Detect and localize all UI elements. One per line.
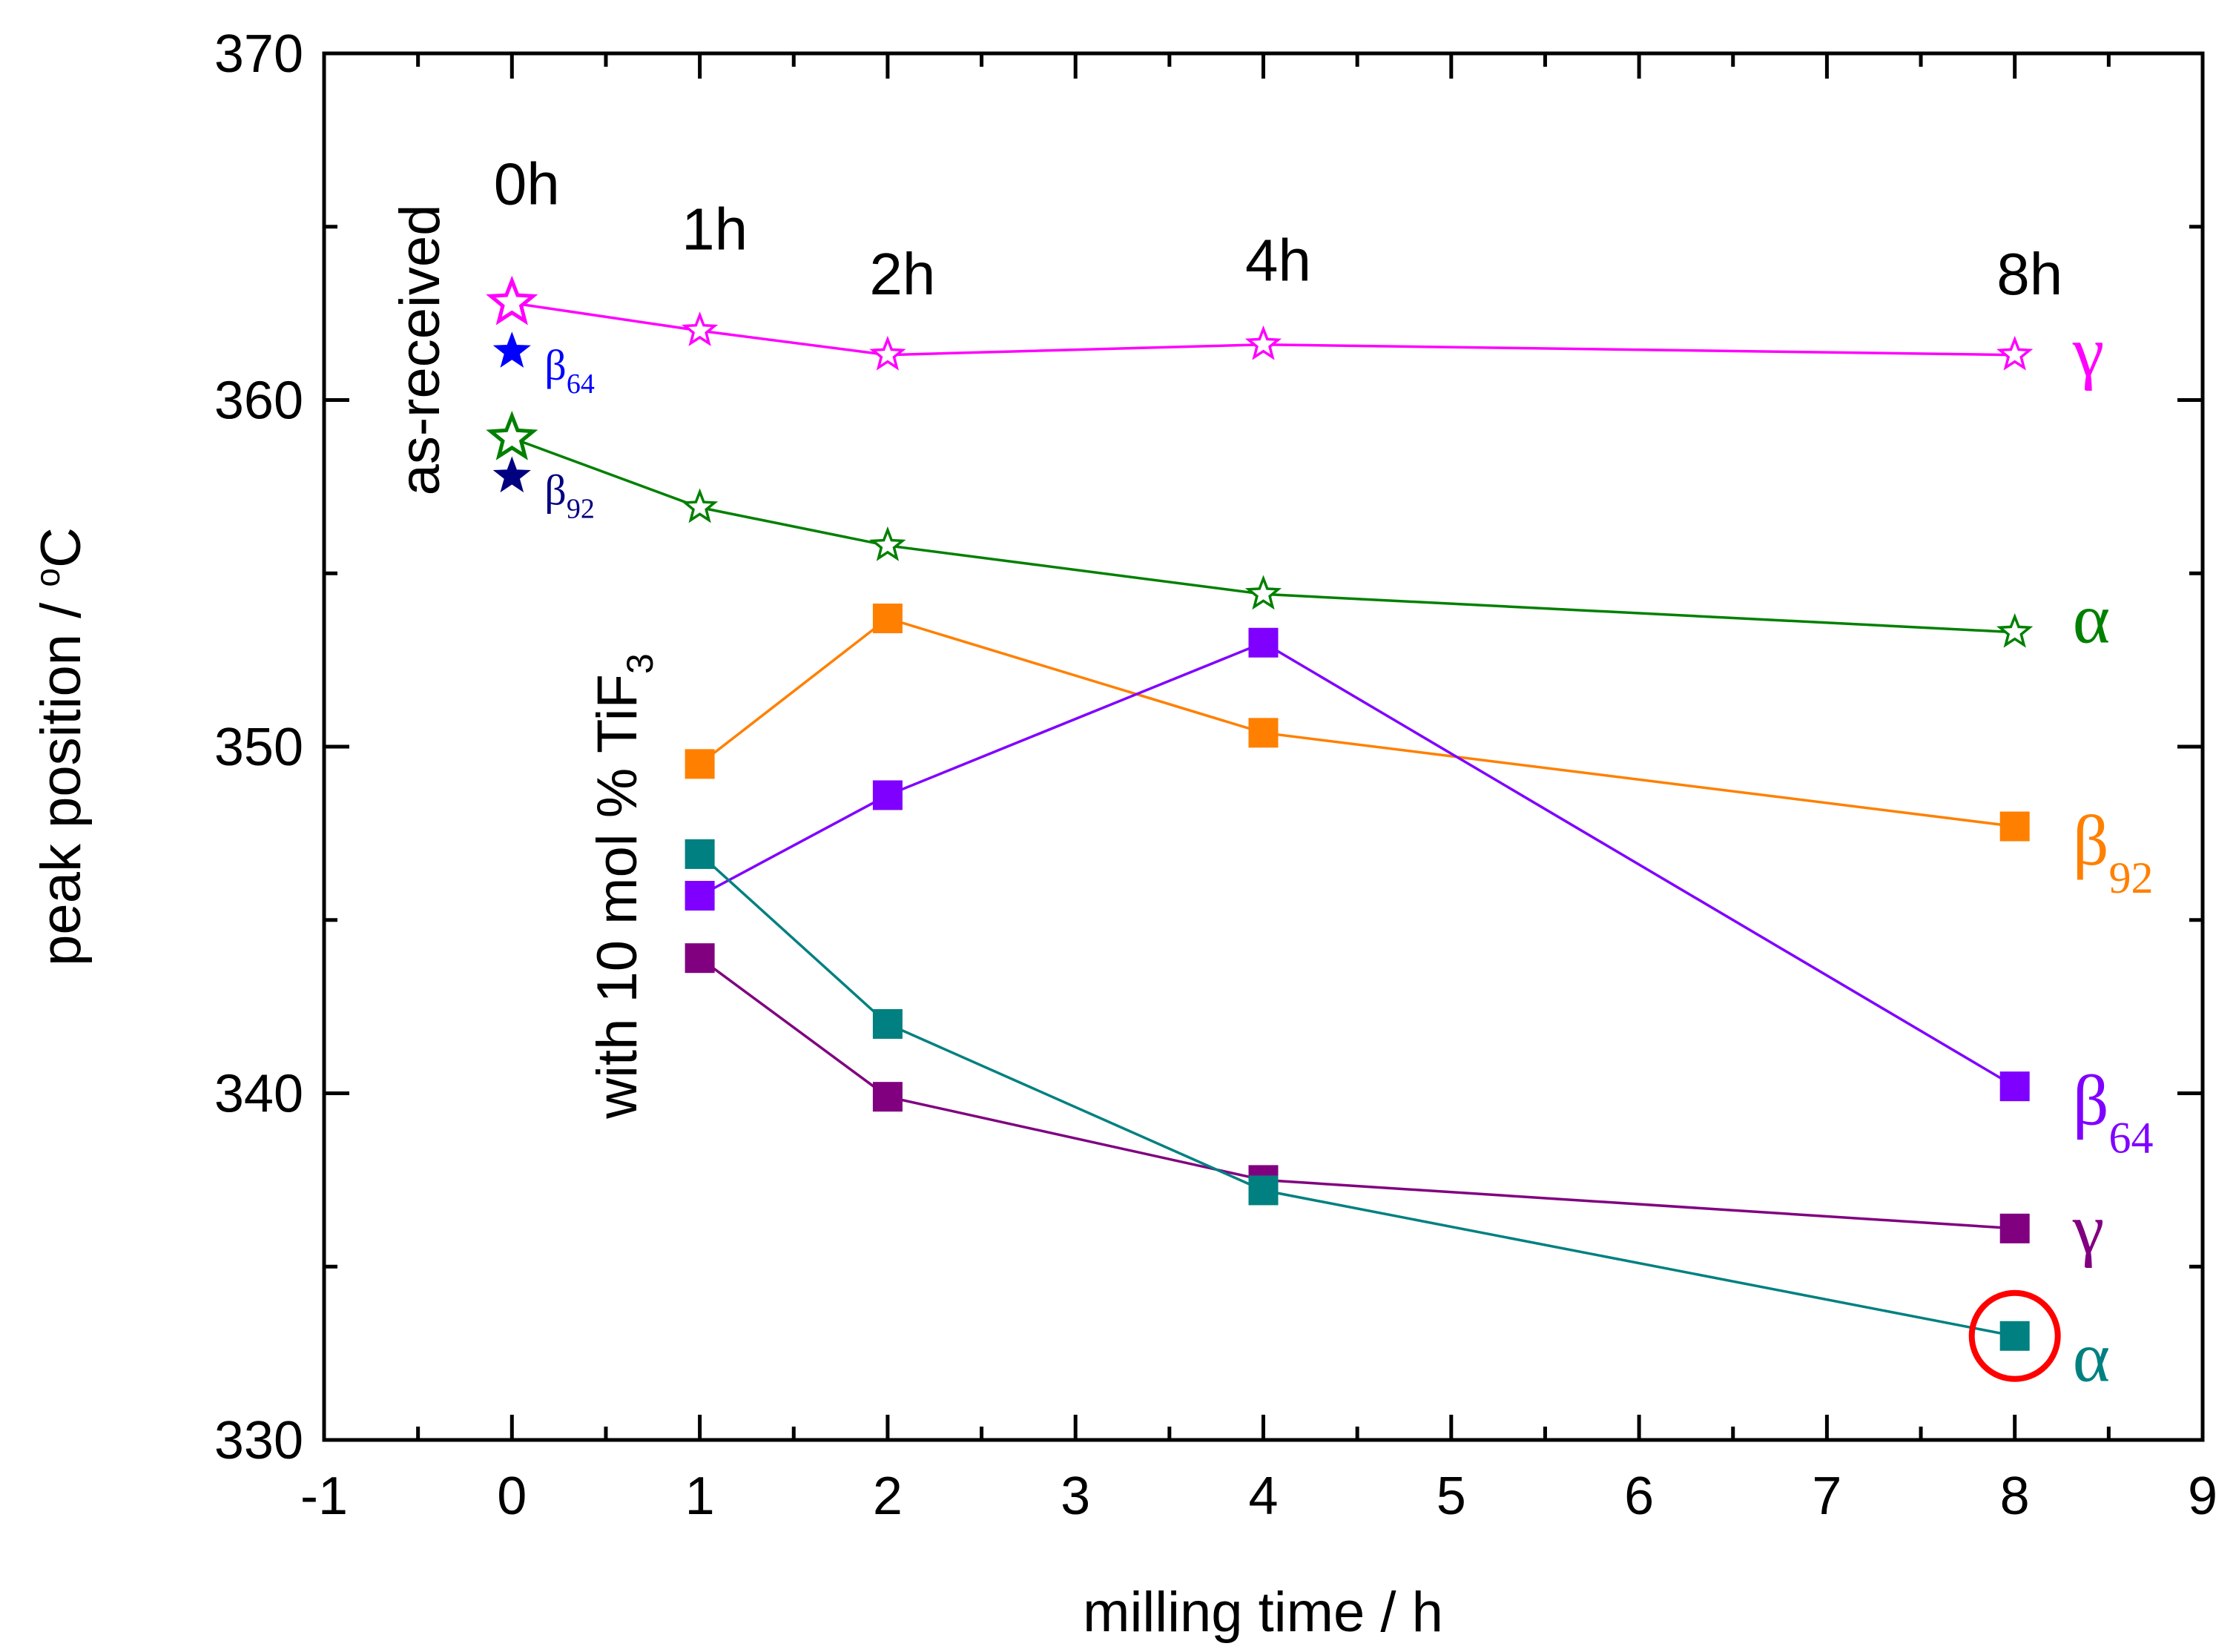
square-marker: [1999, 1321, 2030, 1351]
series-line: [699, 956, 2015, 1230]
as-received-subscript: 64: [567, 369, 595, 400]
filled-star-marker: [492, 456, 531, 493]
x-tick-label: 1: [685, 1467, 715, 1526]
series-label: γ: [2072, 312, 2104, 391]
square-marker: [872, 1082, 903, 1112]
y-axis-title-main: peak position /: [30, 587, 93, 966]
star-marker: [1996, 612, 2034, 648]
y-axis-unit: C: [30, 527, 93, 568]
series-line: [699, 853, 2016, 1338]
series-line: [511, 437, 2015, 634]
star-marker: [1996, 335, 2034, 371]
series-label-symbol: α: [2073, 1317, 2110, 1396]
x-tick-label: 5: [1437, 1467, 1466, 1526]
series-label: β92: [2073, 801, 2154, 902]
series-label-subscript: 64: [2109, 1114, 2154, 1163]
star-marker: [869, 335, 906, 371]
tif3-label: with 10 mol % TiF3: [586, 653, 661, 1120]
series-label: α: [2073, 579, 2110, 658]
time-label: 1h: [682, 196, 748, 262]
time-label: 8h: [1996, 241, 2062, 307]
y-tick-label: 340: [214, 1065, 303, 1124]
series-label-symbol: γ: [2072, 1189, 2104, 1269]
tif3-label-sub: 3: [619, 653, 661, 674]
star-marker: [1244, 325, 1282, 360]
tif3-label-main: with 10 mol % TiF: [586, 674, 649, 1120]
square-marker: [1999, 811, 2030, 842]
as-received-label: β64: [544, 341, 595, 400]
filled-star-marker: [492, 331, 531, 368]
as-received-symbol: β: [544, 466, 567, 514]
star-marker: [486, 411, 538, 460]
series-label: γ: [2072, 1189, 2104, 1269]
highlight-circle: [1968, 1289, 2061, 1382]
x-tick-label: 2: [873, 1467, 903, 1526]
series-line: [699, 617, 2015, 828]
series-label-subscript: 92: [2109, 853, 2154, 902]
y-tick-label: 370: [214, 24, 303, 84]
x-tick-label: 4: [1248, 1467, 1278, 1526]
star-marker: [486, 275, 538, 326]
series-label-symbol: β: [2073, 801, 2109, 880]
time-label: 4h: [1245, 228, 1311, 294]
x-tick-label: 3: [1061, 1467, 1090, 1526]
series-label-symbol: α: [2073, 579, 2110, 658]
x-tick-label: -1: [300, 1467, 348, 1526]
as-received-subscript: 92: [567, 493, 595, 524]
x-tick-label: 7: [1812, 1467, 1841, 1526]
square-marker: [1248, 1175, 1279, 1206]
time-label: 2h: [869, 241, 935, 307]
y-tick-label: 330: [214, 1411, 303, 1470]
x-axis-title: milling time / h: [1083, 1581, 1443, 1644]
plot-frame: [322, 51, 2205, 1442]
square-marker: [1248, 718, 1279, 748]
x-tick-label: 8: [2000, 1467, 2030, 1526]
square-marker: [685, 943, 715, 974]
y-tick-label: 360: [214, 371, 303, 431]
y-axis-degree: o: [28, 568, 67, 587]
as-received-label: as-received: [389, 205, 452, 496]
series-label: α: [2073, 1317, 2110, 1396]
star-marker: [1244, 575, 1282, 610]
series-label-symbol: γ: [2072, 312, 2104, 391]
star-marker: [869, 526, 906, 561]
square-marker: [1999, 1213, 2030, 1243]
star-marker: [681, 311, 719, 346]
y-axis-title: peak position / oC: [28, 527, 93, 966]
square-marker: [872, 1009, 903, 1039]
square-marker: [685, 839, 715, 869]
square-marker: [872, 604, 903, 634]
square-marker: [685, 749, 715, 779]
x-tick-label: 0: [497, 1467, 527, 1526]
square-marker: [1999, 1071, 2030, 1102]
x-tick-label: 9: [2188, 1467, 2217, 1526]
y-tick-label: 350: [214, 718, 303, 777]
star-marker: [681, 488, 719, 523]
as-received-symbol: β: [544, 341, 567, 389]
square-marker: [1248, 627, 1279, 658]
series-label: β64: [2073, 1061, 2154, 1163]
series-label-symbol: β: [2073, 1061, 2109, 1140]
series-line: [699, 641, 2016, 1088]
square-marker: [685, 881, 715, 911]
as-received-label: β92: [544, 466, 595, 524]
time-label: 0h: [494, 151, 560, 217]
square-marker: [872, 780, 903, 810]
x-tick-label: 6: [1624, 1467, 1654, 1526]
